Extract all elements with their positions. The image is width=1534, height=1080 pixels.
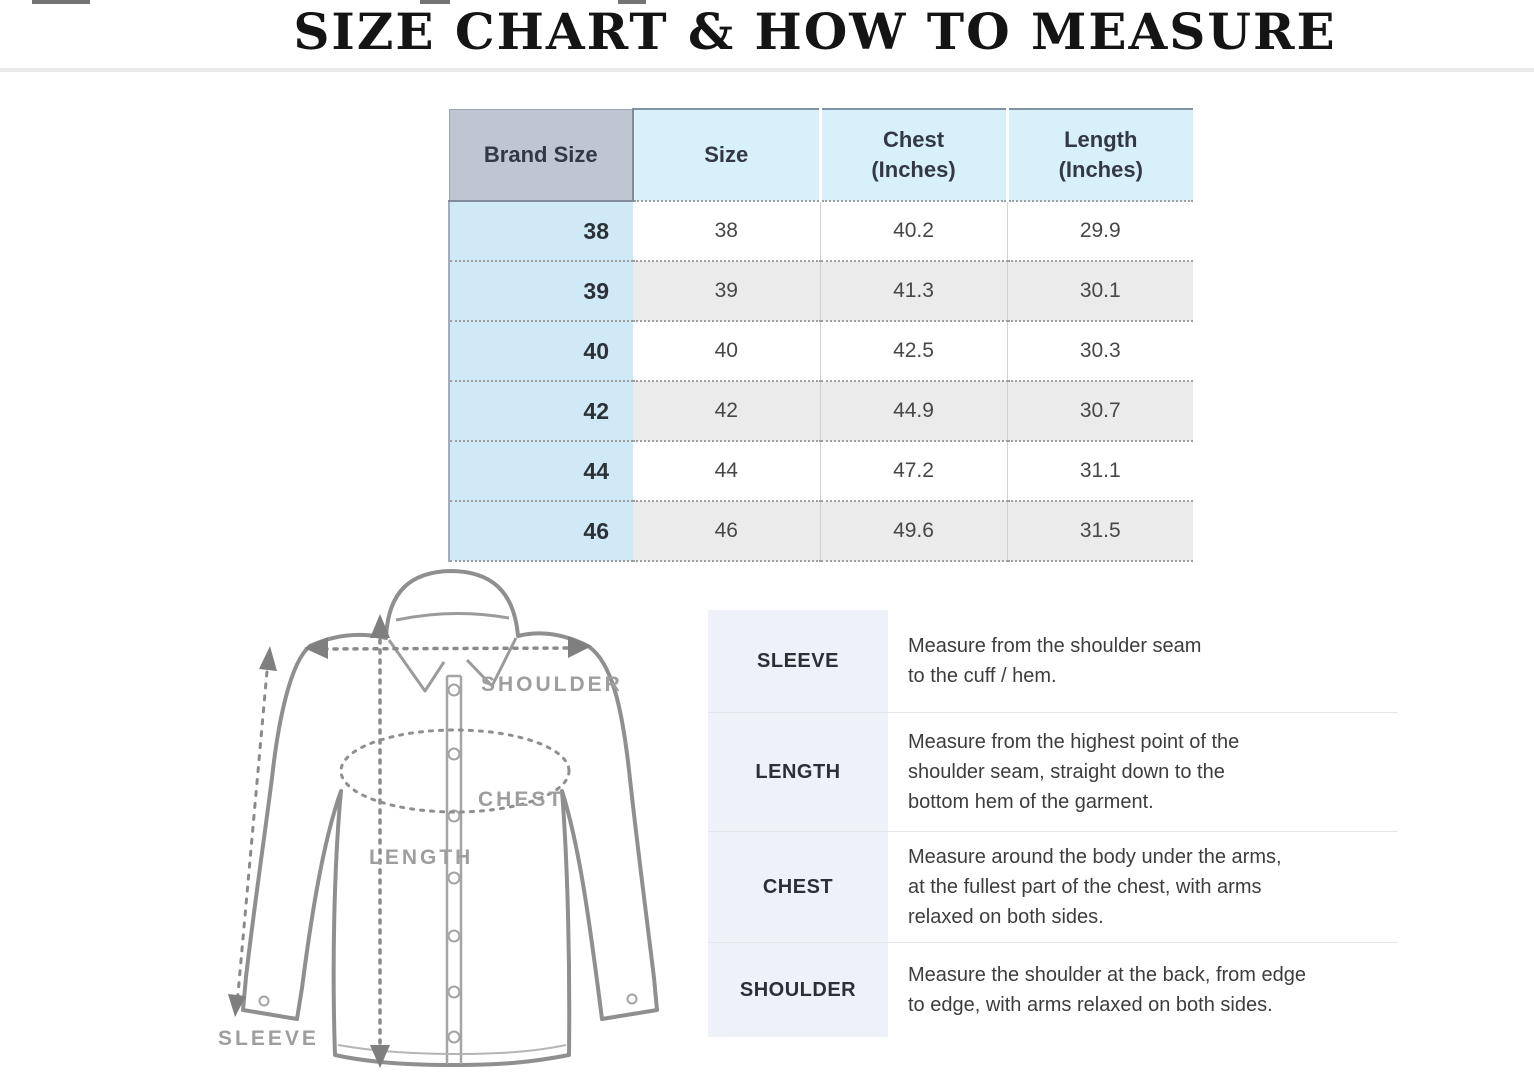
placket-lines	[445, 674, 463, 1064]
cell-length: 30.3	[1006, 320, 1193, 381]
table-row: 44 44 47.2 31.1	[448, 440, 1193, 501]
cell-brand-size: 39	[448, 260, 633, 321]
button	[258, 683, 638, 1044]
cell-size: 46	[633, 500, 820, 562]
size-table-header-row: Brand Size Size Chest (Inches) Length (I…	[448, 108, 1193, 202]
measure-guide-label: SLEEVE	[708, 610, 888, 712]
cell-length: 30.1	[1006, 260, 1193, 321]
arrow-head-right	[568, 636, 592, 658]
cell-brand-size: 42	[448, 380, 633, 441]
diagram-label-length: LENGTH	[369, 846, 473, 869]
collar-left-flap	[387, 639, 446, 693]
table-row: 39 39 41.3 30.1	[448, 260, 1193, 321]
cell-brand-size: 46	[448, 500, 633, 562]
column-header-chest: Chest (Inches)	[818, 108, 1007, 201]
measure-guide-label: SHOULDER	[708, 943, 888, 1037]
measure-guide-description: Measure around the body under the arms, …	[908, 846, 1282, 928]
arrow-head-left	[304, 637, 328, 659]
measure-guide-description: Measure from the highest point of the sh…	[908, 731, 1240, 813]
cell-size: 40	[633, 320, 820, 381]
cell-length: 31.5	[1006, 500, 1193, 562]
cell-chest: 47.2	[819, 440, 1007, 501]
diagram-label-shoulder: SHOULDER	[481, 673, 623, 696]
table-row: 42 42 44.9 30.7	[448, 380, 1193, 441]
table-row: 46 46 49.6 31.5	[448, 500, 1193, 562]
measure-guide-label: LENGTH	[708, 713, 888, 831]
cell-chest: 42.5	[819, 320, 1007, 381]
arrow-head-up	[370, 614, 390, 638]
cell-size: 42	[633, 380, 820, 441]
arrow-head-down	[228, 994, 246, 1017]
arrow-head-up	[259, 646, 277, 671]
chest-ellipse	[339, 728, 571, 814]
size-chart-table: Brand Size Size Chest (Inches) Length (I…	[448, 108, 1193, 562]
cell-brand-size: 38	[448, 200, 633, 261]
crop-artifact	[420, 0, 450, 4]
measure-guide-description: Measure from the shoulder seam to the cu…	[908, 635, 1202, 687]
measure-guide-row: CHEST Measure around the body under the …	[708, 831, 1398, 942]
cell-size: 38	[633, 200, 820, 261]
column-header-length: Length (Inches)	[1005, 108, 1193, 201]
measure-guide-description: Measure the shoulder at the back, from e…	[908, 964, 1307, 1016]
cell-length: 30.7	[1006, 380, 1193, 441]
title-divider	[0, 68, 1534, 72]
cell-length: 31.1	[1006, 440, 1193, 501]
cell-brand-size: 40	[448, 320, 633, 381]
table-row: 38 38 40.2 29.9	[448, 200, 1193, 261]
arrow-head-down	[370, 1045, 390, 1068]
collar-band-line	[395, 611, 510, 622]
shirt-measurement-diagram: SHOULDER CHEST LENGTH SLEEVE	[218, 569, 659, 1068]
measure-guide-row: SHOULDER Measure the shoulder at the bac…	[708, 942, 1398, 1037]
sleeve-arrow-line	[235, 658, 270, 1007]
cell-chest: 41.3	[819, 260, 1007, 321]
page-title: SIZE CHART & HOW TO MEASURE	[293, 2, 1337, 61]
measure-guide-table: SLEEVE Measure from the shoulder seam to…	[708, 610, 1398, 1037]
measure-guide-row: SLEEVE Measure from the shoulder seam to…	[708, 610, 1398, 712]
cell-size: 39	[633, 260, 820, 321]
cell-size: 44	[633, 440, 820, 501]
table-row: 40 40 42.5 30.3	[448, 320, 1193, 381]
cell-length: 29.9	[1006, 200, 1193, 261]
crop-artifact	[618, 0, 646, 4]
measure-guide-label: CHEST	[708, 832, 888, 942]
cell-brand-size: 44	[448, 440, 633, 501]
diagram-label-chest: CHEST	[478, 788, 564, 811]
diagram-label-sleeve: SLEEVE	[218, 1027, 319, 1050]
cell-chest: 40.2	[819, 200, 1007, 261]
column-header-size: Size	[633, 108, 820, 201]
cell-chest: 49.6	[819, 500, 1007, 562]
measure-guide-row: LENGTH Measure from the highest point of…	[708, 712, 1398, 831]
crop-artifact	[32, 0, 90, 4]
shoulder-arrow-line	[322, 646, 576, 651]
column-header-brand-size: Brand Size	[448, 108, 634, 202]
cell-chest: 44.9	[819, 380, 1007, 441]
